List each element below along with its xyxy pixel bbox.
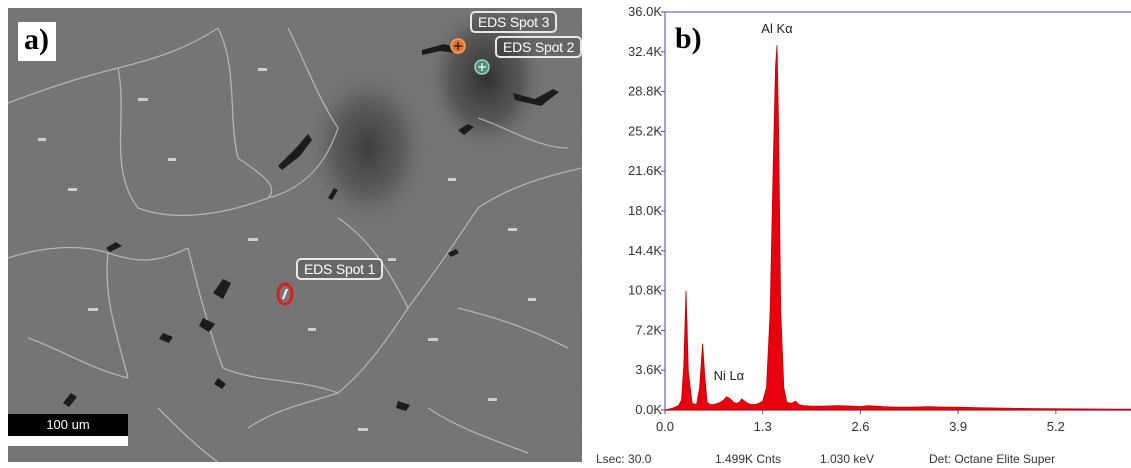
y-tick-label: 7.2K xyxy=(635,322,662,337)
x-tick-label: 0.0 xyxy=(656,419,674,434)
y-tick-label: 0.0K xyxy=(635,402,662,417)
spectrum-status-bar: Lsec: 30.0 1.499K Cnts 1.030 keV Det: Oc… xyxy=(592,449,1131,468)
eds-spot-1-label: EDS Spot 1 xyxy=(296,258,384,280)
y-tick-label: 28.8K xyxy=(628,84,662,99)
peak-annotation: Al Kα xyxy=(761,21,793,36)
sem-micrograph-image xyxy=(8,8,582,462)
eds-spot-2-label: EDS Spot 2 xyxy=(495,36,582,58)
y-tick-label: 14.4K xyxy=(628,243,662,258)
sem-bright-particles xyxy=(38,68,536,431)
panel-b-label: b) xyxy=(675,22,702,55)
sem-dark-pores xyxy=(63,44,559,411)
x-tick-label: 5.2 xyxy=(1047,419,1065,434)
plot-frame xyxy=(664,11,1131,411)
eds-spectrum-panel: 0.0K 3.6K 7.2K 10.8K 14.4K 18.0K 21.6K 25.2K 28.… xyxy=(592,0,1131,468)
panel-a-label: a) xyxy=(18,22,56,61)
sem-micrograph-panel: a) EDS Spot 1 EDS Spot 2 EDS Spot 3 100 … xyxy=(8,8,582,462)
sem-dark-region xyxy=(306,68,430,228)
eds-spot-3-label: EDS Spot 3 xyxy=(470,11,558,33)
y-tick-label: 3.6K xyxy=(635,362,662,377)
y-tick-label: 10.8K xyxy=(628,283,662,298)
scale-bar: 100 um xyxy=(8,414,128,454)
peak-annotation: Ni Lα xyxy=(714,368,745,383)
scale-bar-line xyxy=(8,436,128,446)
spectrum-area xyxy=(664,45,1131,411)
status-detector: Det: Octane Elite Super xyxy=(929,452,1056,466)
eds-spot-1-marker-cross xyxy=(282,288,288,300)
sem-grain-boundaries xyxy=(8,27,582,462)
y-tick-label: 32.4K xyxy=(628,44,662,59)
status-counts: 1.499K Cnts xyxy=(715,452,782,466)
x-tick-label: 3.9 xyxy=(949,419,967,434)
y-tick-label: 21.6K xyxy=(628,163,662,178)
status-energy: 1.030 keV xyxy=(820,452,875,466)
x-tick-label: 2.6 xyxy=(851,419,869,434)
y-tick-label: 18.0K xyxy=(628,203,662,218)
y-tick-label: 36.0K xyxy=(628,4,662,19)
y-tick-label: 25.2K xyxy=(628,123,662,138)
x-tick-label: 1.3 xyxy=(754,419,772,434)
status-lsec: Lsec: 30.0 xyxy=(596,452,652,466)
eds-spectrum-chart: 0.0K 3.6K 7.2K 10.8K 14.4K 18.0K 21.6K 25.2K 28.… xyxy=(628,4,1131,434)
scale-bar-label: 100 um xyxy=(8,414,128,436)
eds-spot-1-marker xyxy=(276,282,294,306)
